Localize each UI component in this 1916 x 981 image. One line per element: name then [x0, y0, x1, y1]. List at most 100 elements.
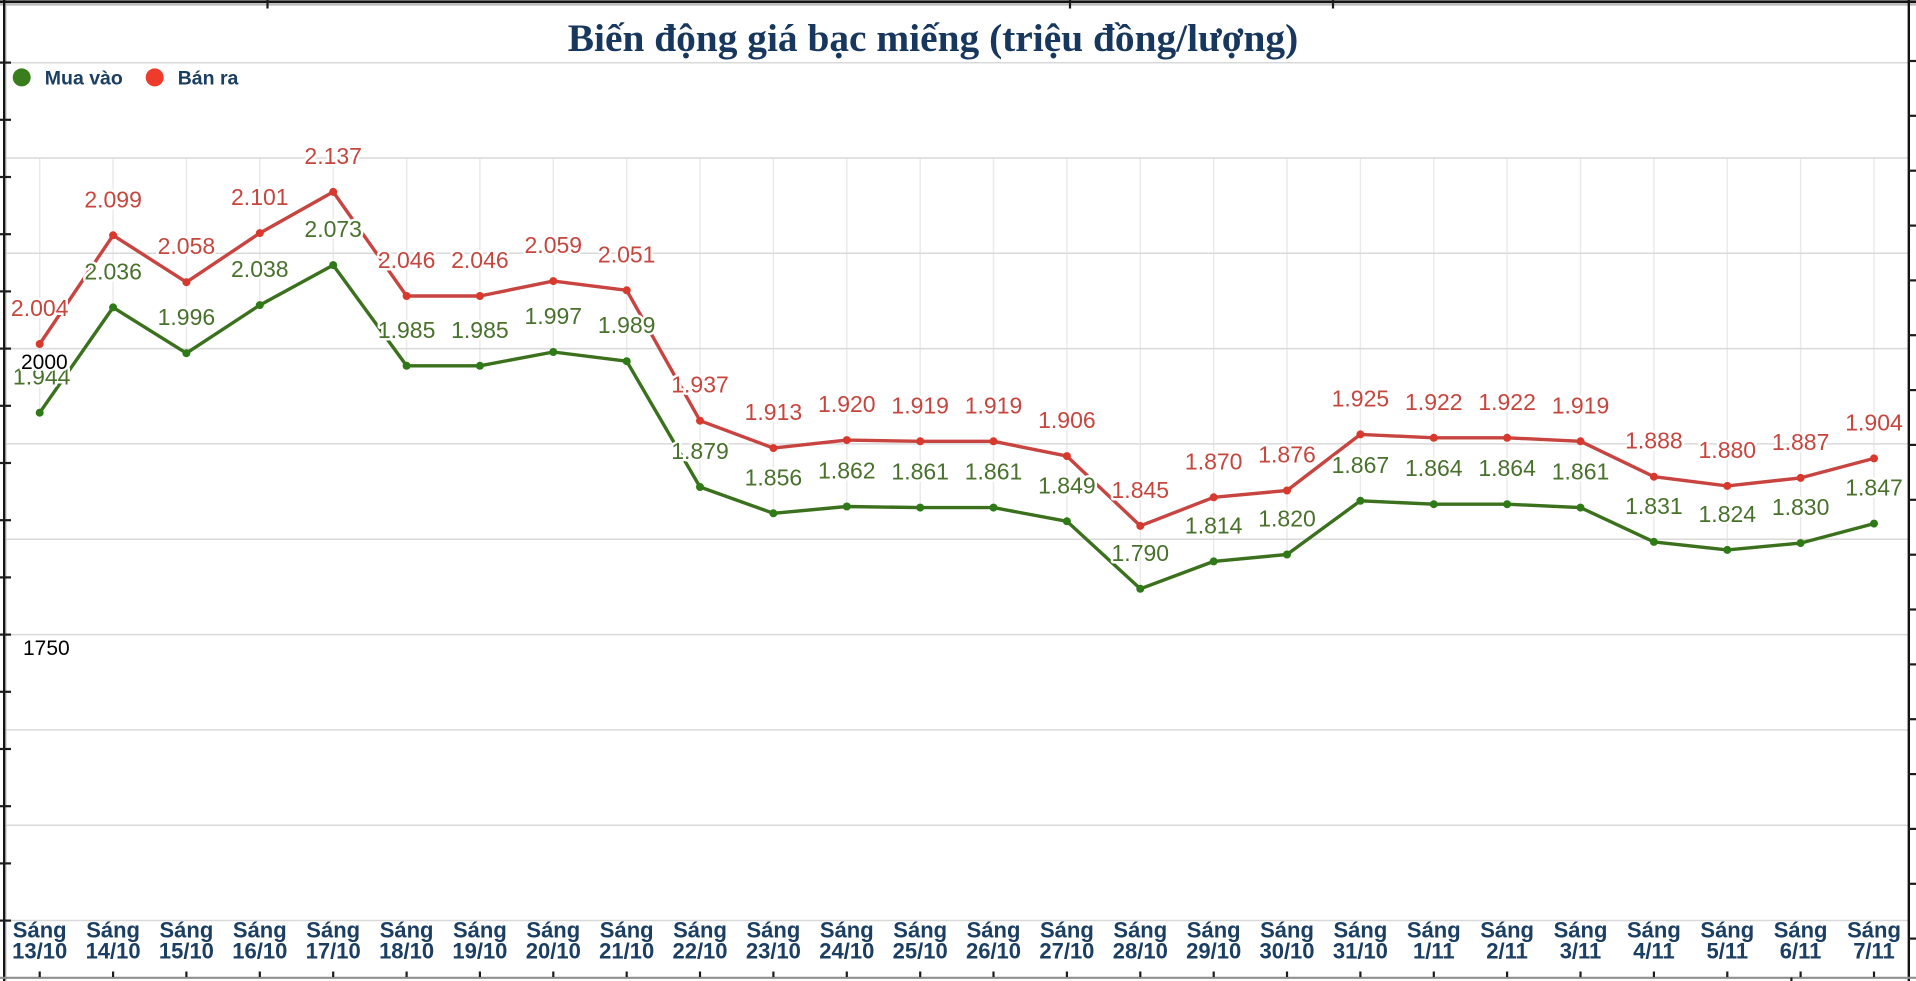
svg-text:5/11: 5/11 — [1706, 939, 1748, 964]
svg-text:24/10: 24/10 — [819, 939, 874, 964]
svg-text:Bán ra: Bán ra — [178, 68, 239, 90]
svg-text:1.920: 1.920 — [818, 391, 876, 417]
svg-text:Sáng: Sáng — [306, 918, 360, 943]
svg-text:Sáng: Sáng — [1847, 918, 1901, 943]
svg-text:Sáng: Sáng — [747, 918, 801, 943]
svg-text:29/10: 29/10 — [1186, 939, 1241, 964]
svg-text:1.849: 1.849 — [1038, 472, 1096, 498]
svg-text:1.790: 1.790 — [1112, 540, 1170, 566]
svg-text:Sáng: Sáng — [1260, 918, 1314, 943]
svg-text:2.038: 2.038 — [231, 256, 289, 282]
svg-text:Sáng: Sáng — [1040, 918, 1094, 943]
svg-text:1.831: 1.831 — [1625, 493, 1683, 519]
svg-text:Sáng: Sáng — [820, 918, 874, 943]
svg-text:Sáng: Sáng — [1113, 918, 1167, 943]
svg-text:1.922: 1.922 — [1405, 389, 1463, 415]
svg-text:3/11: 3/11 — [1560, 939, 1602, 964]
svg-text:6/11: 6/11 — [1780, 939, 1822, 964]
svg-text:1.870: 1.870 — [1185, 448, 1243, 474]
svg-text:1.861: 1.861 — [891, 459, 949, 485]
svg-text:1.919: 1.919 — [1552, 392, 1610, 418]
svg-text:1.925: 1.925 — [1332, 385, 1390, 411]
svg-text:1.922: 1.922 — [1478, 389, 1536, 415]
svg-text:1.989: 1.989 — [598, 312, 656, 338]
svg-text:1.830: 1.830 — [1772, 494, 1830, 520]
svg-text:31/10: 31/10 — [1333, 939, 1388, 964]
svg-text:1.904: 1.904 — [1845, 409, 1903, 435]
svg-text:Sáng: Sáng — [1554, 918, 1608, 943]
svg-text:Sáng: Sáng — [600, 918, 654, 943]
svg-text:1.888: 1.888 — [1625, 428, 1683, 454]
svg-text:Sáng: Sáng — [1480, 918, 1534, 943]
svg-text:2000: 2000 — [21, 351, 68, 374]
svg-text:13/10: 13/10 — [12, 939, 67, 964]
svg-text:2.051: 2.051 — [598, 241, 656, 267]
svg-text:Sáng: Sáng — [1334, 918, 1388, 943]
svg-text:1.906: 1.906 — [1038, 407, 1096, 433]
svg-text:Sáng: Sáng — [673, 918, 727, 943]
svg-text:Mua vào: Mua vào — [45, 68, 123, 90]
svg-text:1.996: 1.996 — [158, 304, 216, 330]
svg-text:2.073: 2.073 — [304, 216, 362, 242]
svg-text:Sáng: Sáng — [453, 918, 507, 943]
svg-text:1.820: 1.820 — [1258, 506, 1316, 532]
svg-text:2.046: 2.046 — [378, 247, 436, 273]
svg-text:1.814: 1.814 — [1185, 512, 1243, 538]
svg-text:1/11: 1/11 — [1413, 939, 1455, 964]
svg-text:2.036: 2.036 — [84, 258, 142, 284]
svg-text:2.046: 2.046 — [451, 247, 509, 273]
svg-text:Sáng: Sáng — [526, 918, 580, 943]
svg-text:2.059: 2.059 — [525, 232, 583, 258]
svg-text:1.997: 1.997 — [525, 303, 583, 329]
svg-text:20/10: 20/10 — [526, 939, 581, 964]
svg-text:Sáng: Sáng — [1627, 918, 1681, 943]
svg-text:1.985: 1.985 — [378, 317, 436, 343]
svg-text:15/10: 15/10 — [159, 939, 214, 964]
svg-text:Sáng: Sáng — [86, 918, 140, 943]
svg-text:1.847: 1.847 — [1845, 475, 1903, 501]
svg-text:2.004: 2.004 — [11, 295, 69, 321]
svg-text:2.058: 2.058 — [158, 233, 216, 259]
svg-text:1.864: 1.864 — [1478, 455, 1536, 481]
svg-text:1.845: 1.845 — [1112, 477, 1170, 503]
svg-text:1.880: 1.880 — [1699, 437, 1757, 463]
svg-text:1.985: 1.985 — [451, 317, 509, 343]
svg-text:Sáng: Sáng — [1407, 918, 1461, 943]
svg-text:Sáng: Sáng — [1774, 918, 1828, 943]
svg-text:1.937: 1.937 — [671, 372, 729, 398]
svg-text:1.864: 1.864 — [1405, 455, 1463, 481]
svg-text:1.919: 1.919 — [891, 392, 949, 418]
svg-text:28/10: 28/10 — [1113, 939, 1168, 964]
svg-text:19/10: 19/10 — [452, 939, 507, 964]
svg-text:2/11: 2/11 — [1486, 939, 1528, 964]
svg-text:1.944: 1.944 — [13, 364, 71, 390]
svg-text:Sáng: Sáng — [1187, 918, 1241, 943]
svg-text:17/10: 17/10 — [306, 939, 361, 964]
svg-text:26/10: 26/10 — [966, 939, 1021, 964]
svg-text:1.862: 1.862 — [818, 458, 876, 484]
svg-text:1.856: 1.856 — [745, 464, 803, 490]
svg-text:14/10: 14/10 — [86, 939, 141, 964]
svg-text:2.137: 2.137 — [304, 143, 362, 169]
svg-text:21/10: 21/10 — [599, 939, 654, 964]
svg-text:1.824: 1.824 — [1699, 501, 1757, 527]
svg-text:Biến động giá bạc miếng (triệu: Biến động giá bạc miếng (triệu đồng/lượn… — [568, 16, 1298, 60]
svg-text:Sáng: Sáng — [380, 918, 434, 943]
svg-text:2.099: 2.099 — [84, 186, 142, 212]
svg-text:Sáng: Sáng — [160, 918, 214, 943]
svg-text:18/10: 18/10 — [379, 939, 434, 964]
svg-text:25/10: 25/10 — [893, 939, 948, 964]
svg-text:1.861: 1.861 — [965, 459, 1023, 485]
svg-text:22/10: 22/10 — [672, 939, 727, 964]
svg-text:27/10: 27/10 — [1039, 939, 1094, 964]
svg-text:1.867: 1.867 — [1332, 452, 1390, 478]
svg-text:1.913: 1.913 — [745, 399, 803, 425]
svg-text:2.101: 2.101 — [231, 184, 289, 210]
svg-text:23/10: 23/10 — [746, 939, 801, 964]
svg-text:1750: 1750 — [23, 637, 70, 660]
svg-text:1.876: 1.876 — [1258, 442, 1316, 468]
svg-text:Sáng: Sáng — [1700, 918, 1754, 943]
svg-text:1.919: 1.919 — [965, 392, 1023, 418]
svg-text:30/10: 30/10 — [1259, 939, 1314, 964]
svg-text:7/11: 7/11 — [1853, 939, 1895, 964]
